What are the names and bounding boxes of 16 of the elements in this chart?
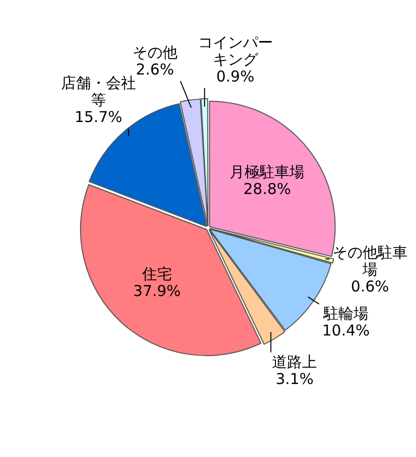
data-label: 15.7% [74, 108, 122, 126]
slice-label: その他駐車場 [332, 244, 408, 279]
slice-label: 道路上 [272, 352, 318, 371]
data-label: 3.1% [276, 370, 314, 388]
slice-label: 駐輪場 [322, 304, 368, 322]
slice-label: その他 [132, 43, 178, 62]
data-label: 0.9% [216, 67, 254, 86]
slice-label: 店舗・会社等 [60, 74, 136, 110]
slice-label: 住宅 [140, 264, 172, 283]
slice-label: コインパーキング [198, 33, 273, 68]
slice-label: 月極駐車場 [230, 162, 305, 181]
data-label: 10.4% [322, 321, 370, 340]
data-label: 37.9% [133, 282, 181, 300]
data-label: 28.8% [243, 180, 292, 198]
data-label: 0.6% [350, 278, 390, 296]
data-label: 2.6% [136, 60, 174, 78]
